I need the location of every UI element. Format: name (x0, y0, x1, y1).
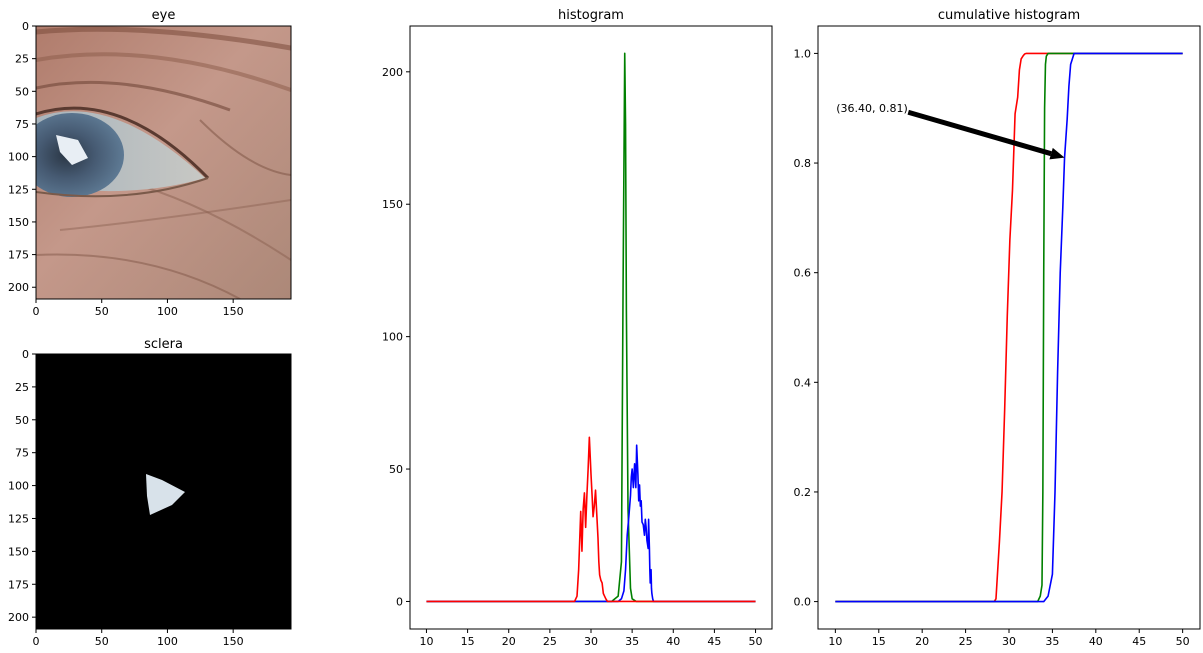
histogram-xtick-label: 30 (584, 635, 598, 648)
cumulative-histogram-axes-frame (817, 25, 1201, 630)
histogram-xtick-label: 45 (707, 635, 721, 648)
cumulative-histogram-xtick-label: 20 (915, 635, 929, 648)
sclera-xtick-label: 50 (95, 635, 109, 648)
histogram-title: histogram (558, 8, 624, 23)
eye-axes-frame (35, 25, 292, 300)
sclera-xtick-label: 100 (157, 635, 178, 648)
eye-photo (36, 26, 291, 299)
sclera-region (146, 474, 185, 515)
histogram-series-line-3 (426, 436, 756, 603)
sclera-xtick-label: 150 (223, 635, 244, 648)
histogram-xtick-label: 15 (461, 635, 475, 648)
histogram-chart: 10 15 20 25 30 35 40 45 50 0 50 100 150 200 histogram (382, 8, 773, 648)
histogram-xtick-label: 40 (666, 635, 680, 648)
histogram-ytick-label: 150 (382, 198, 403, 211)
histogram-axes-frame (409, 25, 773, 630)
cumulative-histogram-ytick-label: 0.6 (794, 267, 812, 280)
sclera-title: sclera (144, 337, 183, 352)
sclera-axes-frame (35, 353, 292, 630)
cumulative-histogram-chart: 10 15 20 25 30 35 40 45 50 0.0 0.2 0.4 0.6 0.8 1.0 cumu… (794, 8, 1201, 648)
histogram-xtick-label: 50 (749, 635, 763, 648)
sclera-ytick-label: 125 (8, 512, 29, 525)
histogram-xtick-label: 35 (625, 635, 639, 648)
cumulative-histogram-ytick-label: 0.4 (794, 376, 812, 389)
sclera-image-panel: 0 50 100 150 0 25 50 75 100 125 150 175 200 sclera (8, 337, 292, 648)
histogram-ytick-label: 50 (389, 463, 403, 476)
eye-axis-ticks: 0 50 100 150 0 25 50 75 100 125 150 175 200 (8, 20, 244, 318)
cumulative-histogram-xtick-label: 25 (959, 635, 973, 648)
cumulative-histogram-ytick-label: 0.8 (794, 157, 812, 170)
histogram-xtick-label: 25 (543, 635, 557, 648)
cumulative-histogram-xtick-label: 15 (872, 635, 886, 648)
eye-ytick-label: 175 (8, 249, 29, 262)
eye-ytick-label: 125 (8, 183, 29, 196)
sclera-ytick-label: 175 (8, 578, 29, 591)
eye-ytick-label: 0 (22, 20, 29, 33)
histogram-series-line-1 (426, 52, 756, 603)
sclera-ytick-label: 0 (22, 348, 29, 361)
histogram-xtick-label: 10 (419, 635, 433, 648)
cumulative-histogram-series-line-1 (835, 52, 1183, 603)
eye-ytick-label: 25 (15, 53, 29, 66)
cumulative-histogram-ytick-label: 0.2 (794, 486, 812, 499)
cumulative-histogram-series-line-2 (835, 52, 1183, 603)
sclera-ytick-label: 50 (15, 414, 29, 427)
eye-title: eye (152, 8, 176, 23)
sclera-ytick-label: 100 (8, 480, 29, 493)
eye-ytick-label: 100 (8, 151, 29, 164)
histogram-ytick-label: 0 (396, 595, 403, 608)
eye-xtick-label: 150 (223, 305, 244, 318)
eye-xtick-label: 0 (33, 305, 40, 318)
histogram-xtick-label: 20 (502, 635, 516, 648)
cumulative-histogram-xtick-label: 10 (828, 635, 842, 648)
cumulative-histogram-xtick-label: 50 (1176, 635, 1190, 648)
sclera-ytick-label: 75 (15, 447, 29, 460)
eye-xtick-label: 100 (157, 305, 178, 318)
histogram-series-line-2 (426, 444, 756, 603)
cumulative-histogram-annotation-arrow-head (1049, 147, 1065, 160)
cumulative-histogram-ytick-label: 1.0 (794, 47, 812, 60)
eye-ytick-label: 50 (15, 85, 29, 98)
cumulative-histogram-series-line-3 (835, 52, 1183, 603)
sclera-ytick-label: 200 (8, 611, 29, 624)
sclera-xtick-label: 0 (33, 635, 40, 648)
sclera-ytick-label: 25 (15, 381, 29, 394)
cumulative-histogram-annotation-label: (36.40, 0.81) (836, 102, 908, 115)
cumulative-histogram-title: cumulative histogram (938, 8, 1080, 23)
cumulative-histogram-xtick-label: 40 (1089, 635, 1103, 648)
histogram-ytick-label: 200 (382, 66, 403, 79)
cumulative-histogram-xtick-label: 45 (1132, 635, 1146, 648)
histogram-ytick-label: 100 (382, 331, 403, 344)
eye-ytick-label: 75 (15, 118, 29, 131)
sclera-axis-ticks: 0 50 100 150 0 25 50 75 100 125 150 175 200 (8, 348, 244, 648)
cumulative-histogram-ytick-label: 0.0 (794, 596, 812, 609)
eye-ytick-label: 200 (8, 281, 29, 294)
cumulative-histogram-xtick-label: 30 (1002, 635, 1016, 648)
cumulative-histogram-annotation-arrow-shaft (907, 109, 1052, 157)
eye-image-panel: 0 50 100 150 0 25 50 75 100 125 150 175 200 eye (8, 8, 292, 318)
sclera-ytick-label: 150 (8, 545, 29, 558)
eye-ytick-label: 150 (8, 216, 29, 229)
cumulative-histogram-xtick-label: 35 (1045, 635, 1059, 648)
eye-xtick-label: 50 (95, 305, 109, 318)
